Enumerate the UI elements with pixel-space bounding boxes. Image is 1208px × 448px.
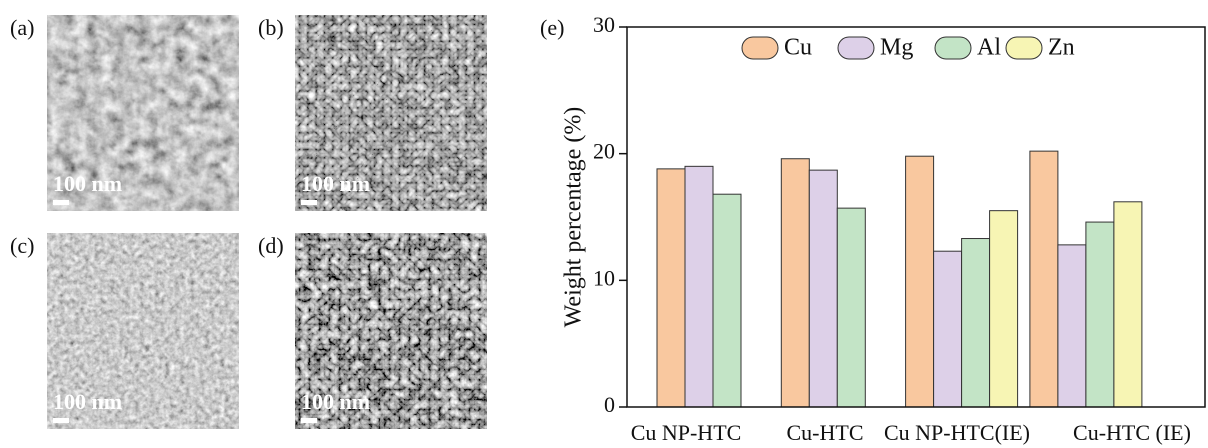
- sem-image: [47, 233, 239, 429]
- y-tick-label: 30: [593, 12, 615, 37]
- panel-label: (d): [258, 233, 284, 258]
- panel-label: (a): [10, 15, 34, 40]
- panel-label: (e): [540, 15, 564, 40]
- bar: [808, 169, 838, 408]
- scale-bar: [301, 200, 317, 205]
- panel-label: (b): [258, 15, 284, 40]
- bar: [905, 155, 935, 408]
- plot-frame: [626, 26, 1206, 408]
- legend-swatch: [741, 36, 779, 60]
- legend-label: Cu: [784, 35, 812, 61]
- y-tick-label: 10: [593, 265, 615, 290]
- legend-label: Al: [977, 35, 1001, 61]
- bar: [1085, 221, 1115, 408]
- bar: [961, 238, 991, 408]
- scale-bar-label: 100 nm: [53, 389, 122, 414]
- x-tick-label: Cu NP-HTC(IE): [884, 420, 1030, 445]
- bar: [1057, 244, 1087, 408]
- scale-bar-label: 100 nm: [301, 389, 370, 414]
- scale-bar-label: 100 nm: [53, 171, 122, 196]
- x-tick-label: Cu-HTC (IE): [1073, 420, 1191, 445]
- bar: [780, 158, 810, 408]
- bar: [989, 210, 1019, 408]
- bar: [712, 193, 742, 408]
- scale-bar: [301, 418, 317, 423]
- bar: [656, 168, 686, 408]
- panel-label: (c): [10, 233, 34, 258]
- x-tick-label: Cu-HTC: [787, 420, 864, 445]
- bar: [836, 207, 866, 408]
- scale-bar-label: 100 nm: [301, 171, 370, 196]
- legend-label: Mg: [880, 35, 913, 61]
- y-tick-label: 0: [604, 392, 615, 417]
- legend-swatch: [1005, 36, 1043, 60]
- x-tick-label: Cu NP-HTC: [631, 420, 742, 445]
- scale-bar: [53, 418, 69, 423]
- legend-swatch: [934, 36, 972, 60]
- sem-image: [47, 15, 239, 211]
- legend-label: Zn: [1048, 35, 1075, 61]
- sem-image: [295, 15, 487, 211]
- y-tick-label: 20: [593, 139, 615, 164]
- bar: [684, 165, 714, 408]
- y-axis-title: Weight percentage (%): [561, 107, 587, 328]
- scale-bar: [53, 200, 69, 205]
- bar: [1113, 201, 1143, 408]
- bar: [1029, 150, 1059, 408]
- sem-image: [295, 233, 487, 429]
- bar: [933, 250, 963, 408]
- legend-swatch: [837, 36, 875, 60]
